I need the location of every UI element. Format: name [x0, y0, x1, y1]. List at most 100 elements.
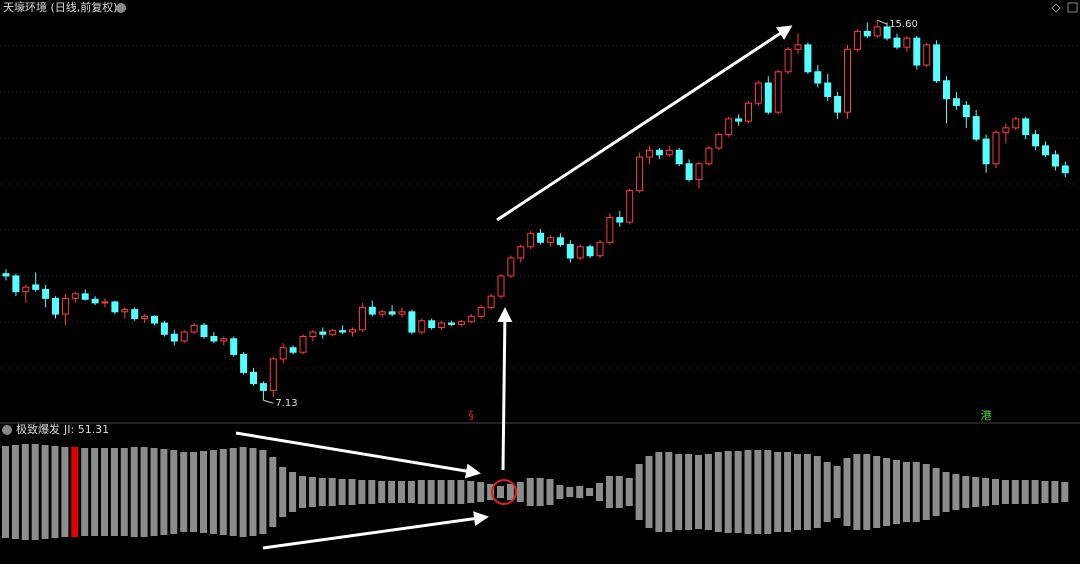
candle-body — [853, 30, 861, 50]
indicator-bar — [942, 472, 950, 512]
indicator-bar — [457, 480, 465, 504]
candle-body — [715, 134, 723, 149]
candle-body — [1002, 127, 1010, 133]
candle-body — [1051, 154, 1059, 167]
extreme-pointer — [263, 399, 274, 404]
indicator-bar — [71, 447, 79, 537]
candle-body — [487, 295, 495, 308]
indicator-bar — [506, 484, 514, 500]
candle-body — [1061, 165, 1069, 174]
indicator-bar — [922, 464, 930, 520]
candle-body — [764, 82, 772, 113]
candle-body — [794, 44, 802, 50]
indicator-bar — [190, 452, 198, 532]
window-icon[interactable] — [1067, 2, 1078, 13]
indicator-bar — [635, 464, 643, 520]
candle-body — [784, 48, 792, 73]
indicator-bar — [170, 450, 178, 534]
arrow — [496, 25, 793, 222]
indicator-bar — [229, 448, 237, 536]
indicator-bar — [110, 448, 118, 536]
indicator-bar — [279, 467, 287, 517]
indicator-bar — [308, 477, 316, 507]
indicator-bar — [1011, 480, 1019, 504]
indicator-bar — [516, 482, 524, 502]
indicator-bar — [744, 450, 752, 534]
candle-body — [754, 82, 762, 104]
indicator-bar — [437, 480, 445, 504]
candle-body — [675, 149, 683, 165]
indicator-bar — [477, 482, 485, 502]
annotations — [235, 25, 793, 550]
extreme-label: 7.13 — [275, 398, 297, 409]
indicator-bar — [120, 448, 128, 536]
indicator-bar — [566, 487, 574, 497]
indicator-bar — [427, 480, 435, 504]
indicator-bar — [219, 449, 227, 535]
candle-body — [111, 301, 119, 313]
indicator-bar — [724, 451, 732, 533]
indicator-bar — [704, 454, 712, 530]
candle-body — [230, 338, 238, 355]
indicator-title: 极致爆发 — [16, 422, 60, 436]
indicator-bar — [140, 447, 148, 537]
candle-body — [71, 293, 79, 299]
indicator-bar — [130, 447, 138, 537]
candle-body — [279, 347, 287, 360]
indicator-bar — [754, 450, 762, 534]
candle-body — [418, 320, 426, 333]
menu-icon[interactable] — [2, 425, 12, 435]
indicator-bar — [833, 466, 841, 518]
indicator-bar — [932, 468, 940, 516]
candle-body — [12, 275, 20, 293]
candle-body — [319, 331, 327, 335]
candle-body — [349, 329, 356, 333]
event-marker: 港 — [981, 409, 992, 422]
candle-body — [190, 324, 198, 333]
candle-body — [804, 44, 812, 73]
indicator-bar — [378, 481, 386, 503]
indicator-bar — [328, 478, 336, 506]
indicator-bar — [695, 455, 702, 529]
menu-icon[interactable] — [116, 3, 126, 13]
candle-body — [527, 232, 535, 248]
indicator-bar — [2, 446, 9, 538]
candle-body — [378, 311, 386, 315]
candle-body — [517, 246, 525, 259]
indicator-bar — [318, 478, 326, 506]
candle-body — [982, 138, 990, 165]
candle-body — [962, 104, 970, 118]
indicator-bar — [685, 454, 693, 530]
diamond-icon[interactable] — [1051, 3, 1061, 13]
chart-title: 天壕环境 (日线,前复权) — [3, 0, 118, 14]
indicator-bar — [249, 448, 257, 536]
candle-body — [1032, 134, 1040, 147]
candle-body — [556, 237, 564, 246]
candle-body — [477, 306, 485, 317]
candle-body — [606, 217, 614, 243]
candle-body — [467, 315, 475, 323]
candle-body — [566, 244, 574, 259]
candle-body — [814, 71, 822, 84]
candle-body — [160, 322, 168, 335]
indicator-bar — [101, 448, 108, 536]
candle-body — [725, 118, 733, 136]
candle-body — [289, 347, 297, 353]
candle-body — [844, 48, 851, 113]
indicator-bar — [1021, 480, 1029, 504]
indicator-bar — [863, 454, 871, 530]
candle-body — [903, 37, 911, 48]
candle-body — [210, 336, 218, 342]
candle-body — [22, 286, 30, 293]
indicator-bar — [962, 476, 970, 508]
indicator-bar — [665, 452, 673, 532]
indicator-bar — [586, 488, 594, 496]
indicator-bar — [992, 479, 999, 505]
candle-body — [398, 311, 406, 315]
indicator-bar — [794, 454, 801, 530]
candle-body — [933, 44, 941, 82]
candle-body — [339, 330, 347, 333]
indicator-bar — [180, 452, 188, 532]
arrow — [235, 431, 481, 479]
indicator-bar — [358, 480, 366, 504]
